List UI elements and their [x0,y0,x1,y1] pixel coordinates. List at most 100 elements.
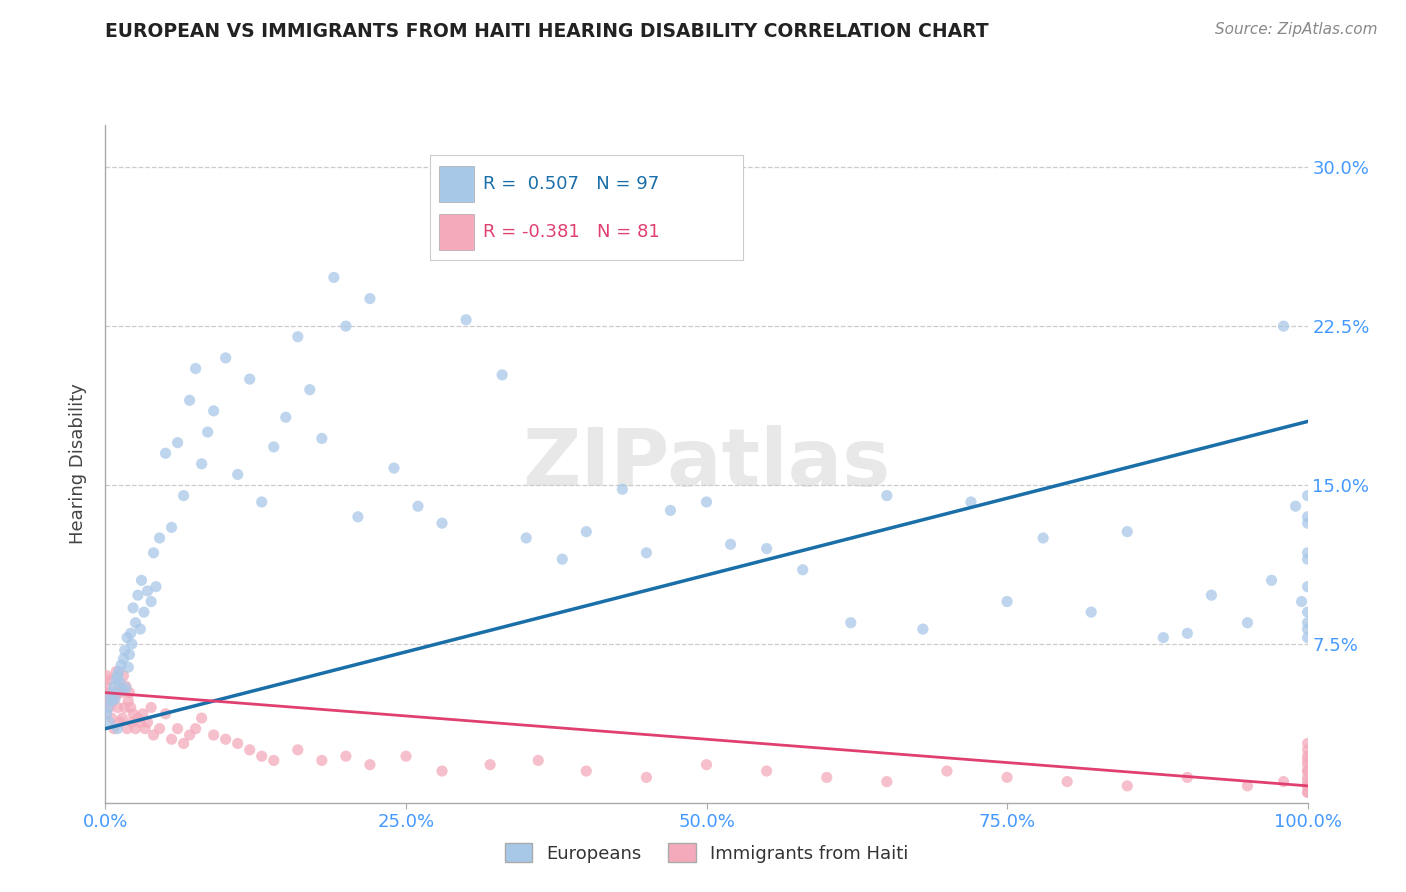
Point [720,537,742,551]
Point [124,615,146,630]
Point [127,711,149,725]
Point [214,732,236,747]
Point [250,749,273,764]
Point [226,737,249,751]
Point [1296,737,1319,751]
Point [1272,774,1295,789]
Point [105,665,128,679]
Point [1296,753,1319,767]
Point [107,679,129,693]
Point [184,722,207,736]
Point [263,440,285,454]
Point [239,372,262,386]
Point [112,669,135,683]
Point [179,393,201,408]
Point [1272,319,1295,334]
Point [395,749,418,764]
Point [359,292,381,306]
Point [129,715,152,730]
Point [1296,743,1319,757]
Point [1296,615,1319,630]
Point [132,706,155,721]
Point [142,728,165,742]
Point [111,683,134,698]
Point [1296,622,1319,636]
Point [100,694,122,708]
Point [115,631,138,645]
Point [876,774,898,789]
Point [134,722,156,736]
Point [136,715,159,730]
Point [101,694,124,708]
Point [166,435,188,450]
Point [696,495,718,509]
Point [112,651,135,665]
Point [145,580,167,594]
Point [1296,785,1319,799]
Point [117,694,139,708]
Point [202,404,225,418]
Point [287,330,309,344]
Point [515,531,537,545]
Point [190,457,212,471]
Point [114,700,136,714]
Point [155,446,177,460]
Point [311,432,333,446]
Point [173,737,195,751]
Point [612,483,634,497]
Point [94,679,117,693]
Point [1296,605,1319,619]
Point [1296,757,1319,772]
Point [105,673,128,687]
Point [1296,779,1319,793]
Point [454,313,477,327]
Point [263,753,285,767]
Point [274,410,297,425]
Point [479,757,502,772]
Point [636,546,658,560]
Point [173,489,195,503]
Point [98,690,121,704]
Point [1296,774,1319,789]
Point [98,673,121,687]
Point [382,461,405,475]
Point [1056,774,1078,789]
Point [1260,574,1282,588]
Legend: Europeans, Immigrants from Haiti: Europeans, Immigrants from Haiti [495,834,918,871]
Point [1032,531,1054,545]
Point [96,694,118,708]
Point [1116,524,1139,539]
Point [1296,779,1319,793]
Point [430,764,453,778]
Point [911,622,934,636]
Point [430,516,453,530]
Point [103,679,125,693]
Point [110,686,132,700]
Point [1284,500,1306,514]
Point [755,541,778,556]
Point [111,711,134,725]
Text: Source: ZipAtlas.com: Source: ZipAtlas.com [1215,22,1378,37]
Point [110,658,132,673]
Point [876,489,898,503]
Y-axis label: Hearing Disability: Hearing Disability [69,384,87,544]
Point [166,722,188,736]
Text: ZIPatlas: ZIPatlas [523,425,890,503]
Point [197,425,219,439]
Point [1175,626,1198,640]
Text: R = -0.381   N = 81: R = -0.381 N = 81 [484,223,659,241]
Point [107,722,129,736]
Point [359,757,381,772]
Point [1296,764,1319,778]
Point [114,643,136,657]
Point [124,722,146,736]
Point [155,706,177,721]
Point [117,660,139,674]
Point [1296,785,1319,799]
Point [239,743,262,757]
Point [190,711,212,725]
Point [97,686,120,700]
Point [1236,779,1258,793]
Point [129,622,152,636]
Point [118,648,141,662]
